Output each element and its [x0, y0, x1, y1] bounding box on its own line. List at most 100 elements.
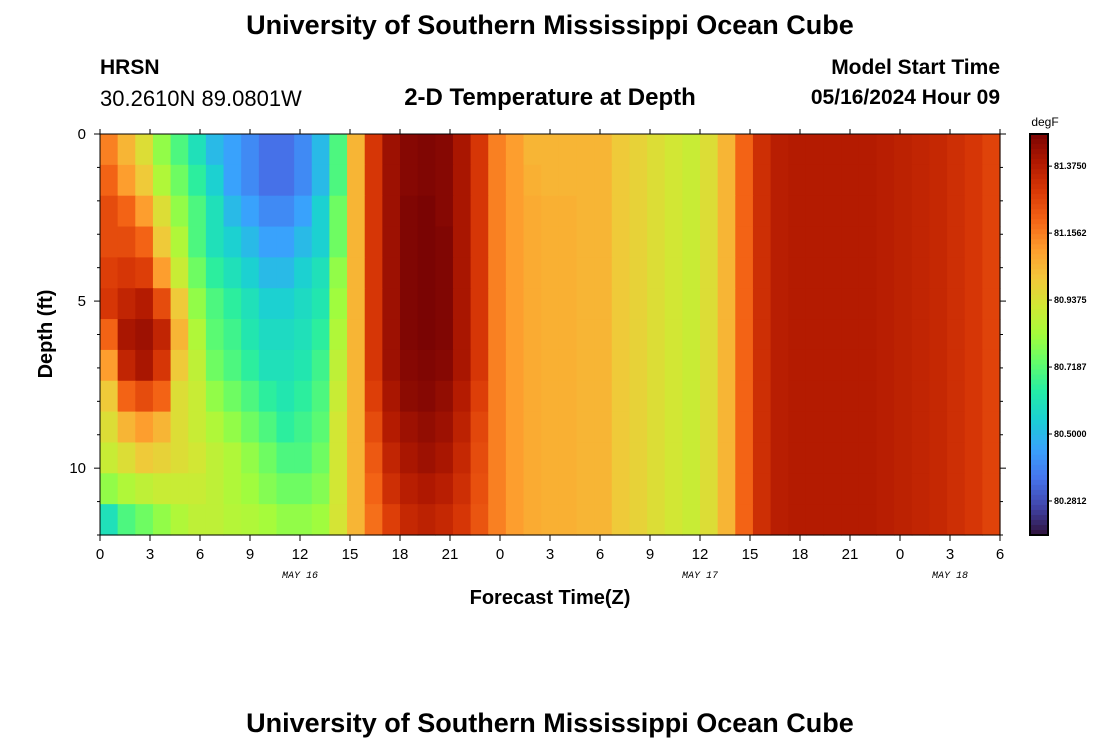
heatmap-cell — [276, 349, 295, 382]
heatmap-cell — [223, 504, 242, 536]
heatmap-cell — [400, 319, 419, 351]
colorbar-segment — [1030, 454, 1048, 461]
heatmap-cell — [470, 442, 489, 474]
heatmap-cell — [417, 411, 436, 444]
heatmap-cell — [929, 349, 948, 382]
heatmap-cell — [647, 226, 666, 258]
heatmap-cell — [329, 319, 348, 351]
heatmap-cell — [682, 380, 701, 413]
heatmap-cell — [205, 164, 225, 197]
heatmap-cell — [752, 319, 772, 351]
heatmap-cell — [770, 380, 789, 413]
heatmap-cell — [752, 411, 772, 444]
heatmap-cell — [276, 473, 295, 505]
heatmap-cell — [735, 349, 754, 382]
heatmap-cell — [100, 226, 119, 258]
heatmap-cell — [488, 257, 507, 289]
heatmap-cell — [700, 380, 719, 413]
colorbar-segment — [1030, 259, 1048, 265]
heatmap-cell — [347, 473, 366, 505]
heatmap-cell — [523, 411, 542, 444]
heatmap-cell — [594, 134, 613, 166]
heatmap-cell — [294, 226, 313, 258]
heatmap-cell — [347, 380, 366, 413]
heatmap-cell — [258, 504, 278, 536]
heatmap-cell — [364, 442, 383, 474]
heatmap-cell — [929, 319, 948, 351]
colorbar-tick-label: 81.3750 — [1054, 161, 1087, 171]
heatmap-cell — [558, 164, 578, 197]
heatmap-cell — [223, 411, 242, 444]
heatmap-cell — [876, 134, 895, 166]
heatmap-cell — [947, 134, 966, 166]
heatmap-cell — [576, 195, 595, 228]
heatmap-cell — [188, 504, 207, 536]
heatmap-cell — [117, 195, 136, 228]
heatmap-cell — [241, 473, 260, 505]
heatmap-cell — [858, 504, 878, 536]
colorbar-segment — [1030, 439, 1048, 446]
heatmap-cell — [594, 504, 613, 536]
heatmap-cell — [135, 288, 154, 320]
x-axis: 0 3 6 9 12 15 18 21 0 3 6 9 12 15 18 21 0 3 6 MAY 16 MAY 17 M… — [96, 129, 1004, 582]
heatmap-cell — [964, 319, 983, 351]
heatmap-cell — [982, 349, 1001, 382]
heatmap-cell — [329, 442, 348, 474]
heatmap-cell — [135, 319, 154, 351]
heatmap-cell — [541, 257, 560, 289]
heatmap-cell — [170, 380, 189, 413]
colorbar-segment — [1030, 244, 1048, 250]
heatmap-cell — [100, 442, 119, 474]
heatmap-cell — [858, 134, 878, 166]
heatmap-cell — [505, 288, 525, 320]
heatmap-cell — [929, 442, 948, 474]
heatmap-cell — [470, 288, 489, 320]
heatmap-cell — [205, 257, 225, 289]
heatmap-cell — [982, 134, 1001, 166]
heatmap-cell — [435, 473, 454, 505]
heatmap-cell — [805, 226, 825, 258]
heatmap-cell — [294, 134, 313, 166]
heatmap-cell — [841, 195, 860, 228]
colorbar-segment — [1030, 464, 1048, 471]
colorbar-segment — [1030, 299, 1048, 306]
heatmap-cell — [223, 164, 242, 197]
heatmap-cell — [929, 226, 948, 258]
colorbar-segment — [1030, 179, 1048, 185]
heatmap-cell — [135, 195, 154, 228]
heatmap-cell — [188, 195, 207, 228]
heatmap-cell — [523, 164, 542, 197]
heatmap-cell — [770, 226, 789, 258]
heatmap-cell — [470, 257, 489, 289]
heatmap-cell — [629, 226, 648, 258]
colorbar-segment — [1030, 229, 1048, 235]
heatmap-cell — [594, 288, 613, 320]
heatmap-cell — [223, 319, 242, 351]
heatmap-cell — [294, 257, 313, 289]
heatmap-cell — [805, 134, 825, 166]
heatmap-cell — [911, 473, 931, 505]
heatmap-cell — [258, 134, 278, 166]
heatmap-cell — [629, 319, 648, 351]
heatmap-cell — [841, 473, 860, 505]
heatmap-cell — [770, 473, 789, 505]
heatmap-cell — [929, 504, 948, 536]
heatmap-cell — [594, 380, 613, 413]
heatmap-cell — [276, 411, 295, 444]
heatmap-cell — [894, 442, 913, 474]
heatmap-cell — [205, 473, 225, 505]
heatmap-cell — [117, 442, 136, 474]
heatmap-cell — [417, 134, 436, 166]
heatmap-cell — [364, 319, 383, 351]
heatmap-cell — [911, 195, 931, 228]
colorbar-segment — [1030, 484, 1048, 491]
heatmap-cell — [505, 473, 525, 505]
heatmap-cell — [735, 473, 754, 505]
heatmap-cell — [752, 504, 772, 536]
heatmap-cell — [170, 257, 189, 289]
heatmap-cell — [964, 164, 983, 197]
colorbar-segment — [1030, 429, 1048, 436]
heatmap-cell — [152, 226, 172, 258]
heatmap-cell — [611, 134, 631, 166]
heatmap-cell — [752, 288, 772, 320]
